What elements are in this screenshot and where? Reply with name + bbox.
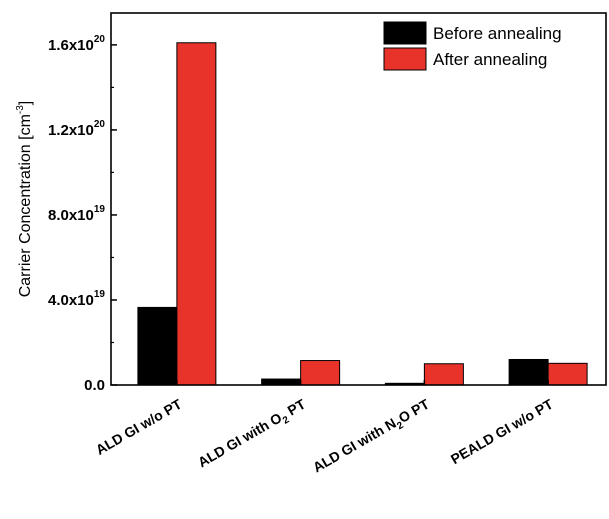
bars-layer (137, 42, 588, 386)
x-category-label-part: ALD GI with O (195, 409, 285, 470)
y-tick-label-base: 1.2x10 (48, 122, 94, 139)
y-tick-label-exp: 20 (94, 34, 106, 45)
y-tick-label-exp: 20 (94, 119, 106, 130)
bar (508, 358, 549, 386)
y-tick-label: 1.6x1020 (48, 34, 105, 54)
y-tick-label-exp: 19 (94, 289, 106, 300)
y-tick-label: 1.2x1020 (48, 119, 105, 139)
y-tick-label: 4.0x1019 (48, 289, 105, 309)
y-tick-label-exp: 19 (94, 204, 106, 215)
legend-label: Before annealing (433, 24, 562, 43)
bar (137, 306, 178, 386)
x-category-label-sub: 2 (395, 420, 406, 433)
y-tick-label-base: 4.0x10 (48, 292, 94, 309)
x-category-label-part: O PT (396, 396, 433, 426)
y-axis-title-end: ] (17, 101, 34, 105)
plot-frame (110, 12, 607, 386)
y-axis-title-sup: -3 (15, 105, 26, 114)
bar (176, 42, 217, 386)
x-category-label-part: ALD GI with N (310, 415, 399, 476)
x-category-label: ALD GI w/o PT (93, 396, 185, 458)
bar (261, 378, 302, 386)
bar (547, 362, 588, 386)
y-tick-label-base: 8.0x10 (48, 207, 94, 224)
x-category-label: ALD GI with N2O PT (310, 396, 434, 479)
x-category-label: PEALD GI w/o PT (448, 396, 556, 468)
y-tick-label: 0.0 (84, 377, 105, 394)
y-tick-label-base: 0.0 (84, 377, 105, 394)
y-axis-title: Carrier Concentration [cm-3] (15, 101, 34, 298)
y-tick-label: 8.0x1019 (48, 204, 105, 224)
bar (423, 363, 464, 386)
legend-swatch (383, 47, 427, 71)
legend-label: After annealing (433, 50, 547, 69)
bar (300, 360, 341, 386)
x-category-label-part: PEALD GI w/o PT (448, 396, 556, 468)
legend: Before annealing After annealing (383, 21, 562, 71)
x-category-label-sub: 2 (281, 414, 292, 427)
y-axis-title-main: Carrier Concentration [cm (17, 114, 34, 297)
legend-swatch (383, 21, 427, 45)
x-category-label-part: ALD GI w/o PT (93, 396, 185, 458)
y-tick-label-base: 1.6x10 (48, 37, 94, 54)
x-category-label: ALD GI with O2 PT (195, 396, 311, 474)
